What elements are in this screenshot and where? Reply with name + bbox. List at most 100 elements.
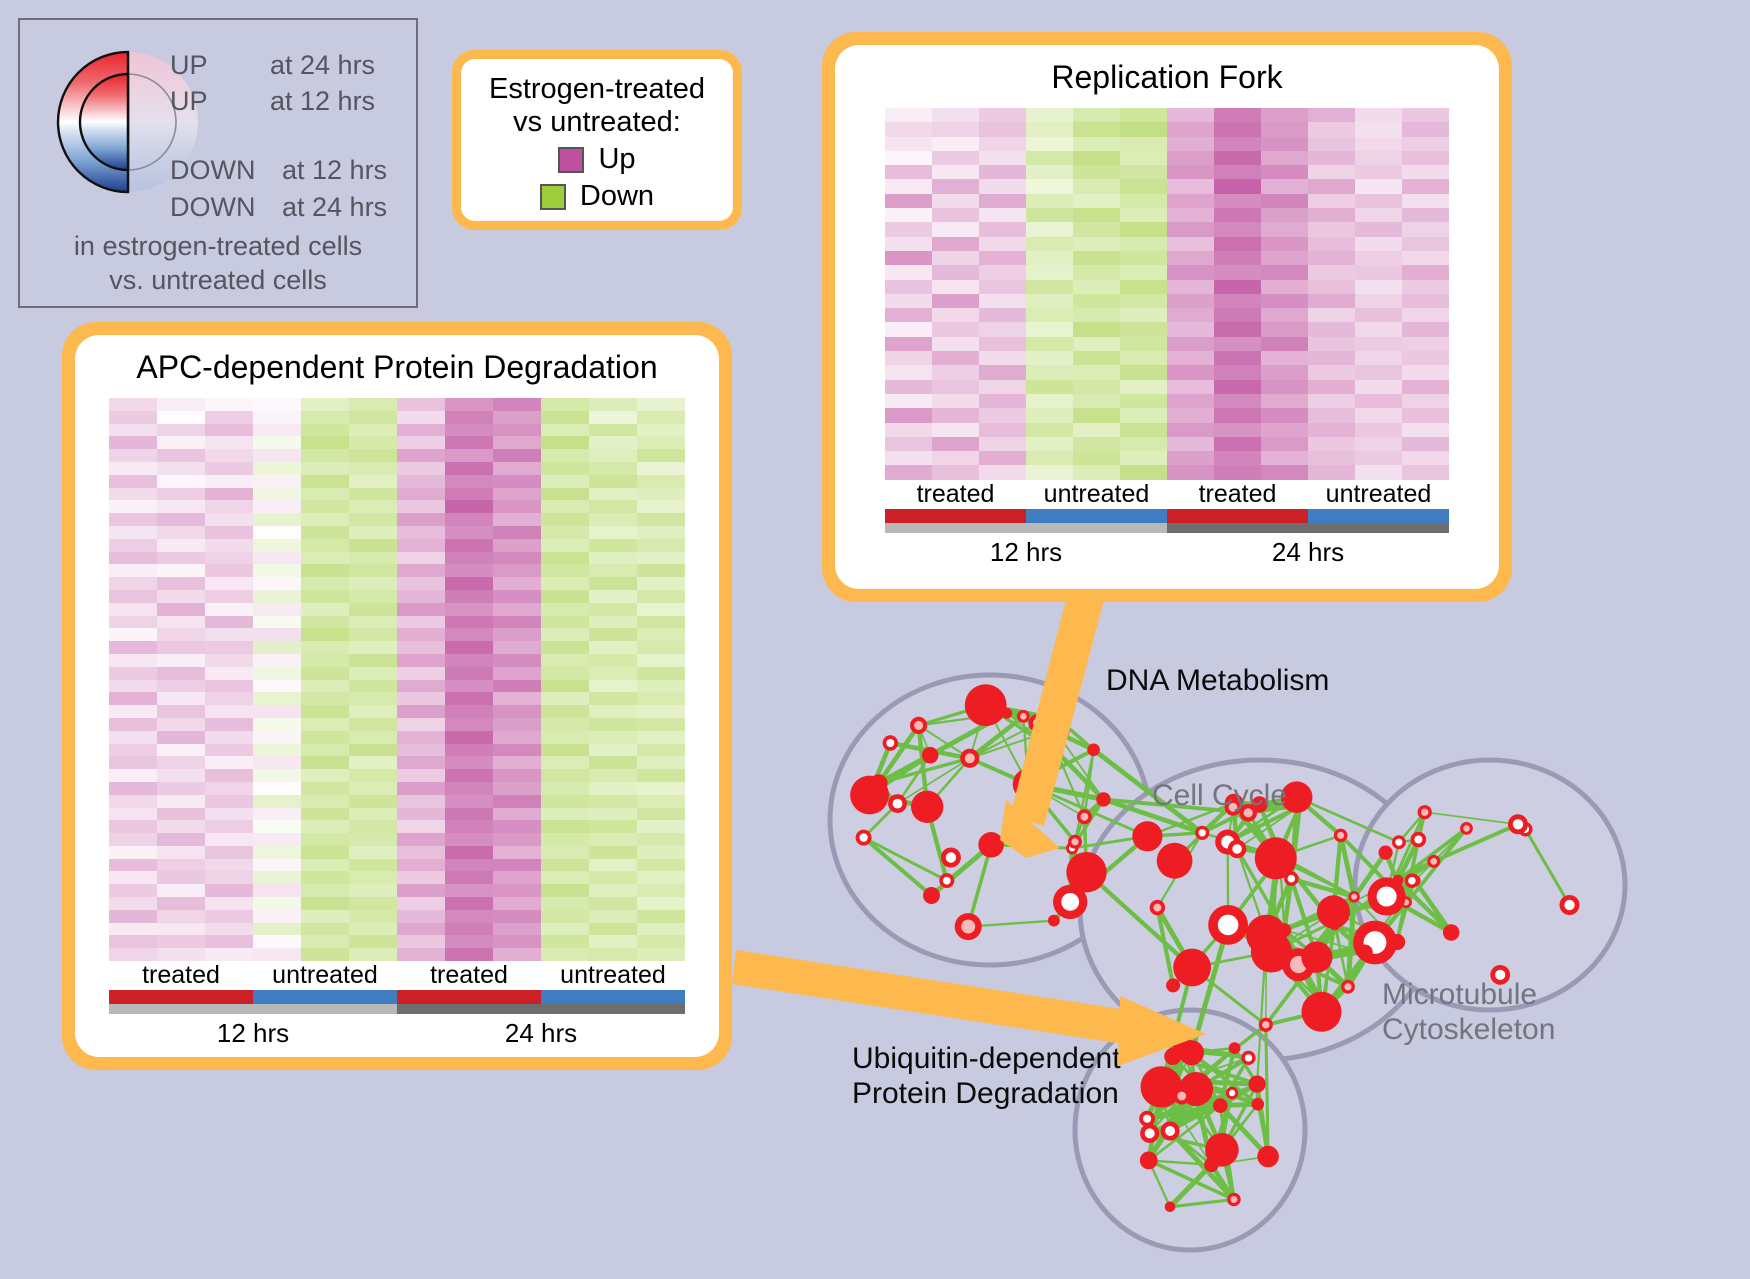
network-node[interactable] [1204, 1157, 1219, 1173]
up-swatch-icon [558, 146, 585, 173]
network-node[interactable] [1164, 1047, 1182, 1065]
network-node[interactable] [954, 913, 982, 941]
network-node[interactable] [1173, 1087, 1191, 1105]
network-node[interactable] [1213, 1098, 1228, 1113]
heatmap-cell [541, 602, 589, 616]
network-node[interactable] [1164, 1201, 1176, 1213]
network-node[interactable] [1140, 1123, 1160, 1143]
heatmap-cell [1308, 108, 1355, 123]
network-node[interactable] [1246, 914, 1287, 956]
heatmap-cell [1120, 250, 1167, 266]
heatmap-cell [1355, 122, 1402, 137]
network-node[interactable] [1140, 1066, 1182, 1108]
network-node[interactable] [1048, 914, 1060, 927]
network-node[interactable] [960, 748, 980, 768]
down-swatch-icon [539, 183, 566, 210]
network-node[interactable] [1139, 1110, 1155, 1127]
network-node[interactable] [910, 716, 928, 734]
heatmap-cell [1355, 379, 1402, 394]
network-node[interactable] [978, 832, 1004, 858]
network-node[interactable] [1367, 877, 1406, 916]
network-node[interactable] [869, 774, 888, 793]
heatmap-cell [349, 423, 397, 437]
network-node[interactable] [1378, 845, 1393, 860]
network-node[interactable] [964, 684, 1007, 727]
heatmap-cell [1073, 365, 1120, 380]
network-node[interactable] [1442, 924, 1460, 941]
network-node[interactable] [1258, 1017, 1273, 1032]
network-node[interactable] [1066, 852, 1107, 893]
network-node[interactable] [1166, 978, 1181, 993]
legend-caption: in estrogen-treated cells vs. untreated … [73, 231, 363, 295]
network-node[interactable] [882, 735, 898, 751]
heatmap-cell [1402, 293, 1449, 309]
network-edge [1396, 826, 1468, 882]
network-node[interactable] [1139, 1151, 1158, 1170]
network-node[interactable] [1251, 1097, 1265, 1111]
network-node[interactable] [1001, 707, 1013, 719]
network-node[interactable] [1224, 798, 1242, 816]
heatmap-cell [1026, 150, 1073, 166]
heatmap-cell [1214, 222, 1261, 237]
network-node[interactable] [1315, 997, 1335, 1016]
heatmap-cell [1402, 322, 1449, 337]
network-node[interactable] [1173, 948, 1211, 987]
network-node[interactable] [1096, 792, 1111, 807]
network-node[interactable] [911, 790, 944, 823]
network-node[interactable] [1248, 1075, 1266, 1093]
network-node[interactable] [1053, 884, 1088, 920]
network-node[interactable] [1050, 745, 1063, 758]
network-node[interactable] [1149, 899, 1166, 916]
network-node[interactable] [1490, 965, 1511, 985]
network-node[interactable] [1357, 944, 1373, 961]
network-node[interactable] [1508, 814, 1528, 835]
network-node[interactable] [1427, 854, 1441, 868]
heatmap-cell [885, 222, 932, 237]
network-node[interactable] [1392, 874, 1404, 886]
network-node[interactable] [1068, 834, 1082, 849]
network-node[interactable] [1012, 768, 1044, 800]
heatmap-cell [445, 564, 493, 578]
network-node[interactable] [1274, 851, 1286, 862]
network-node[interactable] [1227, 839, 1247, 859]
network-node[interactable] [1333, 828, 1348, 843]
heatmap-cell [349, 436, 397, 450]
network-node[interactable] [1017, 709, 1030, 723]
network-node[interactable] [1293, 800, 1306, 813]
cluster-label-microtubule-cytoskeleton: Microtubule Cytoskeleton [1382, 978, 1556, 1046]
network-node[interactable] [1160, 1121, 1180, 1141]
network-node[interactable] [1460, 822, 1473, 835]
network-node[interactable] [1241, 1050, 1256, 1065]
heatmap-cell [301, 641, 349, 654]
network-node[interactable] [1392, 835, 1406, 850]
network-node[interactable] [1404, 873, 1420, 888]
network-node[interactable] [1228, 1042, 1241, 1054]
network-node[interactable] [1301, 941, 1333, 973]
network-node[interactable] [1316, 895, 1351, 929]
network-node[interactable] [1341, 979, 1355, 994]
network-node[interactable] [1251, 796, 1268, 813]
ring-diagram-icon [56, 50, 198, 194]
network-node[interactable] [1410, 831, 1427, 848]
network-node[interactable] [855, 829, 872, 846]
network-node[interactable] [1225, 1086, 1239, 1100]
network-node[interactable] [1227, 1192, 1241, 1207]
heatmap-cell [301, 449, 349, 462]
network-node[interactable] [1087, 743, 1100, 757]
network-node[interactable] [1028, 714, 1047, 733]
network-node[interactable] [921, 746, 939, 764]
network-node[interactable] [939, 873, 955, 889]
network-node[interactable] [1195, 825, 1210, 840]
heatmap-cell [253, 500, 301, 514]
network-node[interactable] [1348, 891, 1360, 903]
network-node[interactable] [1156, 842, 1193, 879]
network-node[interactable] [1257, 1145, 1279, 1168]
network-node[interactable] [923, 887, 940, 904]
network-node[interactable] [1076, 809, 1092, 825]
network-node[interactable] [1559, 895, 1580, 915]
network-node[interactable] [888, 794, 907, 813]
network-node[interactable] [940, 847, 961, 868]
network-node[interactable] [1132, 821, 1163, 852]
network-node[interactable] [1417, 805, 1432, 820]
network-node[interactable] [1208, 905, 1248, 945]
